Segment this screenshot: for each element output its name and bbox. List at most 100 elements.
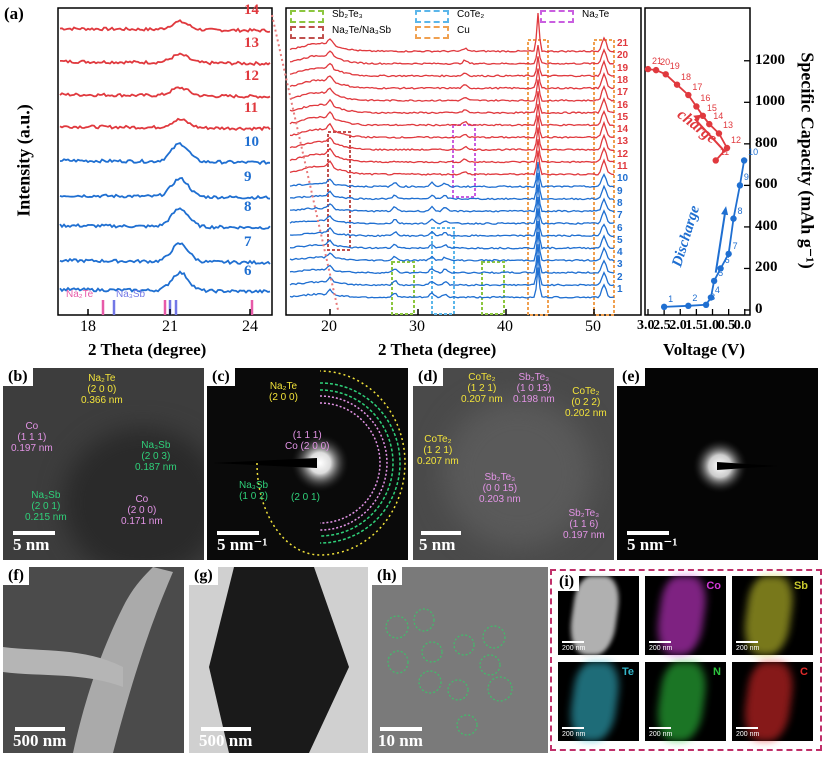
xrd-main-xlabel: 2 Theta (degree) [378, 340, 497, 359]
panel-i-label: (i) [554, 573, 580, 591]
eds-scale-text: 200 nm [649, 731, 673, 738]
xrd-curve-11 [289, 150, 615, 176]
panel-g-scalebar [201, 727, 251, 731]
discharge-point [685, 302, 692, 310]
panel-d-ann-4: CoTe₂ (1 2 1) 0.207 nm [417, 434, 459, 467]
discharge-arrowhead [721, 206, 729, 216]
panel-c-ann-na3sb: Na₃Sb (1 0 2) [239, 480, 269, 502]
panel-h-scale-text: 10 nm [378, 731, 423, 750]
eds-map-Co: Co 200 nm [645, 576, 726, 655]
xrd-curve-7 [289, 196, 615, 225]
discharge-point [717, 265, 724, 272]
capacity-point-label: 18 [681, 71, 692, 82]
charge-point [673, 81, 681, 88]
capacity-point-label: 11 [719, 147, 730, 158]
capacity-point-label: 7 [732, 240, 738, 251]
xrd-zoom-curve-11 [59, 117, 271, 132]
charge-point [652, 66, 660, 74]
eds-scalebar [736, 641, 758, 643]
charge-arrow [694, 118, 727, 153]
capacity-xlabel: Voltage (V) [663, 340, 745, 359]
panel-h-scalebar [380, 727, 422, 731]
charge-point [706, 120, 713, 128]
charge-point [644, 65, 652, 73]
xrd-zoom-tick-label: 18 [80, 318, 96, 335]
panel-f-scalebar [15, 727, 65, 731]
xrd-curve-label-4: 4 [617, 247, 623, 259]
eds-signal [653, 662, 710, 741]
legend-label: Cu [457, 25, 470, 36]
capacity-point-label: 14 [713, 111, 724, 122]
xrd-curve-14 [289, 115, 615, 139]
capacity-point-label: 5 [718, 267, 724, 278]
panel-f-sem: (f) 500 nm [3, 567, 184, 753]
eds-scale-text: 200 nm [562, 731, 586, 738]
xrd-zoom-reference-bars [101, 300, 254, 315]
eds-scalebar [562, 727, 584, 729]
panel-b-hrtem: (b) Na₂Te (2 0 0) 0.366 nm Co (1 1 1) 0.197 … [3, 368, 204, 560]
eds-scalebar [649, 727, 671, 729]
xrd-curve-21 [289, 13, 615, 53]
panel-a-label: (a) [4, 4, 24, 23]
xrd-zoom-curve-14 [59, 19, 271, 33]
capacity-point-label: 12 [731, 135, 742, 145]
discharge-point [725, 250, 732, 258]
discharge-point [710, 277, 718, 285]
panel-g-rod [209, 567, 349, 753]
xrd-curve-label-3: 3 [617, 259, 623, 271]
discharge-point [730, 215, 737, 222]
eds-signal [653, 576, 710, 655]
xrd-phase-box [391, 261, 415, 315]
panel-g-label: (g) [189, 567, 218, 585]
legend-swatch [290, 26, 324, 39]
panel-d-texture [443, 398, 593, 548]
capacity-series [644, 65, 748, 311]
xrd-curve-label-20: 20 [617, 50, 629, 62]
eds-scale-text: 200 nm [736, 645, 760, 652]
xrd-phase-box [527, 39, 549, 316]
eds-element-label: C [800, 666, 808, 678]
eds-scale-text: 200 nm [562, 645, 586, 652]
capacity-point-label: 6 [724, 255, 730, 266]
panel-d-hrtem: (d) CoTe₂ (1 2 1) 0.207 nm Sb₂Te₃ (1 0 13) 0… [413, 368, 614, 560]
discharge-point [660, 303, 668, 311]
panel-c-saed: (c) Na₂Te (2 0 0) (1 1 1) Co (2 0 0) Na₃Sb… [207, 368, 408, 560]
panel-h-label: (h) [372, 567, 402, 585]
panel-b-ann-3: Na₃Sb (2 0 3) 0.187 nm [135, 440, 177, 473]
panel-h-particles [385, 608, 513, 736]
panel-e-saed: (e) 5 nm⁻¹ [617, 368, 818, 560]
xrd-curve-label-2: 2 [617, 271, 623, 283]
panel-g-tem: (g) 500 nm [189, 567, 368, 753]
xrd-curve-label-17: 17 [617, 87, 629, 99]
panel-d-label: (d) [413, 368, 443, 386]
panel-c-ann-201: (2 0 1) [291, 492, 320, 503]
eds-map-Sb: Sb 200 nm [732, 576, 813, 655]
capacity-point-label: 3 [710, 291, 716, 302]
xrd-curve-9 [289, 172, 615, 201]
capacity-point-label: 16 [700, 93, 711, 104]
panel-e-scale-text: 5 nm⁻¹ [627, 535, 678, 554]
xrd-main-tick-label: 20 [321, 318, 337, 335]
xrd-curve-label-6: 6 [617, 222, 623, 234]
panel-f-scale-text: 500 nm [13, 731, 67, 750]
panel-b-ann-5: Co (2 0 0) 0.171 nm [121, 494, 163, 527]
xrd-zoom-curve-12 [59, 86, 271, 99]
xrd-curve-19 [289, 56, 615, 78]
panel-c-ann-na2te: Na₂Te (2 0 0) [269, 381, 298, 403]
panel-d-ann-2: Sb₂Te₃ (1 0 13) 0.198 nm [513, 372, 555, 405]
xrd-curve-label-5: 5 [617, 234, 623, 246]
capacity-ytick-label: 1000 [755, 93, 785, 110]
capacity-ytick-label: 0 [755, 301, 763, 317]
xrd-zoom-curve-10 [59, 142, 271, 166]
xrd-curve-8 [290, 184, 615, 213]
capacity-point-label: 4 [714, 284, 720, 295]
capacity-xtick-label: 2.0 [669, 318, 687, 333]
capacity-point-label: 19 [669, 61, 680, 72]
xrd-zoom-curve-label-11: 11 [244, 100, 259, 116]
panel-h-hrtem: (h) 10 nm [372, 567, 548, 753]
capacity-xtick-label: 1.0 [701, 318, 720, 333]
xrd-main-xticks [329, 309, 595, 315]
xrd-zoom-curve-label-6: 6 [244, 263, 252, 279]
capacity-frame [644, 7, 751, 316]
eds-element-label: Te [621, 666, 634, 678]
